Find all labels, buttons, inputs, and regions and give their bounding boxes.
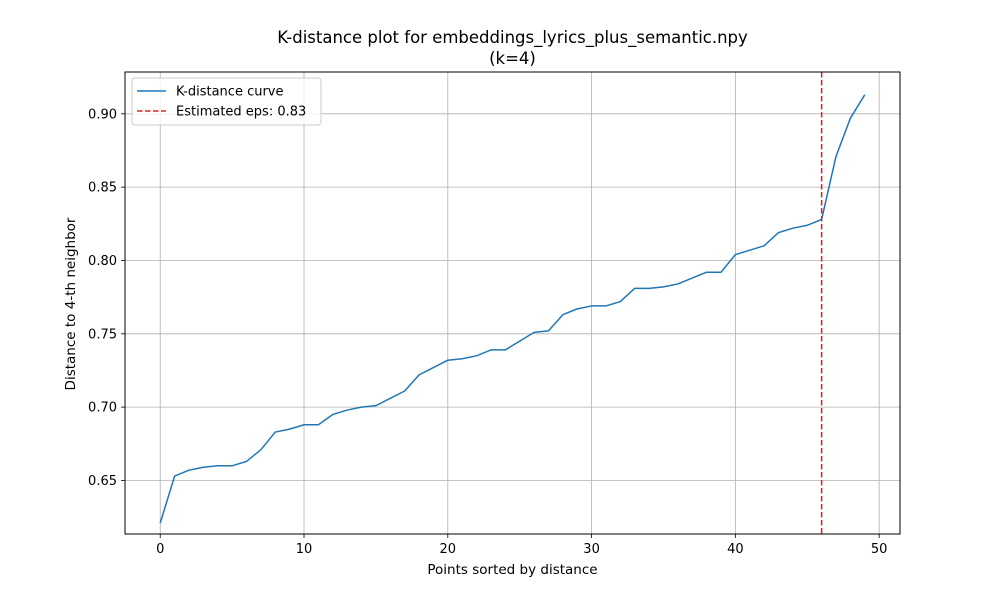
grid	[125, 72, 900, 534]
legend-box	[131, 77, 322, 126]
x-tick-label: 40	[727, 542, 744, 557]
y-tick-label: 0.80	[88, 254, 117, 269]
y-tick-label: 0.75	[88, 327, 117, 342]
x-tick-label: 0	[156, 542, 164, 557]
x-axis-ticks: 0 10 20 30 40 50	[156, 534, 887, 557]
chart-title-line2: (k=4)	[489, 49, 536, 68]
x-axis-label: Points sorted by distance	[427, 562, 597, 578]
y-axis-label: Distance to 4-th neighbor	[63, 217, 79, 390]
x-tick-label: 20	[440, 542, 457, 557]
legend-eps-label: Estimated eps: 0.83	[176, 105, 306, 120]
plot-area-frame	[124, 71, 901, 535]
legend: K-distance curve Estimated eps: 0.83	[131, 77, 322, 126]
legend-kdistance-label: K-distance curve	[176, 85, 284, 100]
series-line-kdistance	[159, 94, 866, 524]
y-tick-label: 0.85	[88, 181, 117, 196]
x-tick-label: 30	[583, 542, 600, 557]
y-axis-ticks: 0.65 0.70 0.75 0.80 0.85 0.90	[88, 107, 125, 489]
x-tick-label: 10	[296, 542, 313, 557]
y-tick-label: 0.65	[88, 474, 117, 489]
x-tick-label: 50	[871, 542, 888, 557]
y-tick-label: 0.90	[88, 107, 117, 122]
series-layer	[159, 72, 866, 534]
y-tick-label: 0.70	[88, 401, 117, 416]
chart-title-line1: K-distance plot for embeddings_lyrics_pl…	[277, 28, 748, 48]
